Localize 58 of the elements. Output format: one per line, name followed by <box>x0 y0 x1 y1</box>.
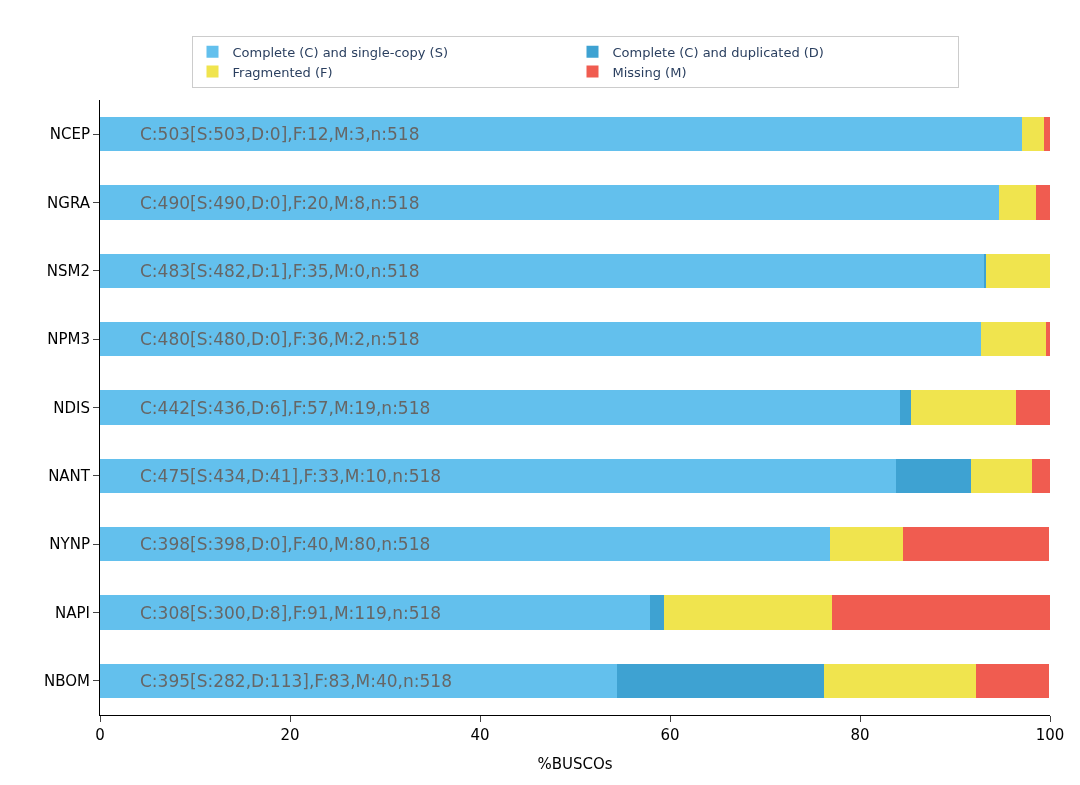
bar <box>650 595 665 630</box>
y-tick-label: NYNP <box>49 535 90 554</box>
bar <box>100 185 999 220</box>
annotation: C:490[S:490,D:0],F:20,M:8,n:518 <box>140 193 420 213</box>
bar <box>831 595 1050 630</box>
bar <box>100 390 900 425</box>
bar <box>1031 458 1050 493</box>
legend-label: Complete (C) and single-copy (S) <box>232 44 448 60</box>
bar <box>1015 390 1050 425</box>
x-tick-label: 60 <box>660 726 680 744</box>
annotation: C:480[S:480,D:0],F:36,M:2,n:518 <box>140 329 420 349</box>
bar <box>100 322 981 357</box>
bar <box>975 663 1050 698</box>
x-tick-label: 40 <box>470 726 490 744</box>
bar <box>616 663 824 698</box>
x-tick-label: 100 <box>1035 726 1065 744</box>
annotation: C:308[S:300,D:8],F:91,M:119,n:518 <box>140 603 442 623</box>
legend-label: Complete (C) and duplicated (D) <box>612 44 824 60</box>
bar <box>823 663 976 698</box>
bar <box>971 458 1032 493</box>
y-tick-label: NPM3 <box>47 330 90 349</box>
y-tick-label: NCEP <box>49 125 90 144</box>
bar <box>980 322 1047 357</box>
bar <box>1046 322 1050 357</box>
bar <box>664 595 832 630</box>
y-tick-label: NDIS <box>53 398 90 417</box>
y-tick-label: NGRA <box>47 193 91 212</box>
bar <box>100 253 985 288</box>
bar <box>1022 117 1045 152</box>
annotation: C:442[S:436,D:6],F:57,M:19,n:518 <box>140 398 431 418</box>
y-tick-label: NSM2 <box>46 262 90 281</box>
bar <box>986 253 1050 288</box>
bar <box>100 595 651 630</box>
annotation: C:483[S:482,D:1],F:35,M:0,n:518 <box>140 261 420 281</box>
legend-label: Missing (M) <box>612 64 687 80</box>
bar <box>1044 117 1050 152</box>
bar <box>1035 185 1050 220</box>
x-axis-title: %BUSCOs <box>537 755 613 773</box>
annotation: C:475[S:434,D:41],F:33,M:10,n:518 <box>140 466 442 486</box>
bar <box>896 458 972 493</box>
x-tick-label: 0 <box>95 726 105 744</box>
bar <box>100 458 897 493</box>
y-tick-label: NANT <box>48 467 91 486</box>
x-tick-label: 80 <box>850 726 870 744</box>
bar <box>998 185 1036 220</box>
bar <box>902 527 1050 562</box>
bar <box>911 390 1016 425</box>
bar <box>829 527 903 562</box>
bar <box>100 117 1023 152</box>
bar <box>899 390 912 425</box>
legend-label: Fragmented (F) <box>232 64 333 80</box>
annotation: C:395[S:282,D:113],F:83,M:40,n:518 <box>140 671 452 691</box>
annotation: C:503[S:503,D:0],F:12,M:3,n:518 <box>140 124 420 144</box>
bar <box>100 527 830 562</box>
y-tick-label: NBOM <box>44 672 90 691</box>
x-tick-label: 20 <box>280 726 300 744</box>
annotation: C:398[S:398,D:0],F:40,M:80,n:518 <box>140 534 431 554</box>
y-tick-label: NAPI <box>55 603 90 622</box>
